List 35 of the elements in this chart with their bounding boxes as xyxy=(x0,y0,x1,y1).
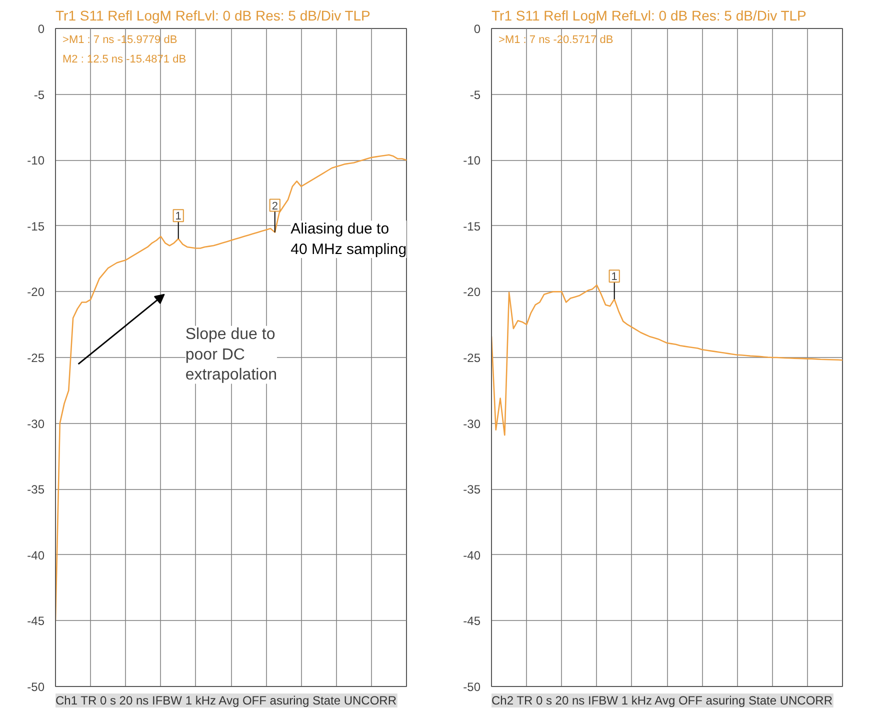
y-tick-label: -50 xyxy=(463,680,481,694)
y-tick-label: 0 xyxy=(38,22,45,36)
y-tick-label: 0 xyxy=(474,22,481,36)
annotation: >M1 : 7 ns -15.9779 dB xyxy=(62,34,178,46)
y-tick-label: -15 xyxy=(27,219,45,234)
y-tick-label: -5 xyxy=(470,88,481,102)
y-tick-label: -35 xyxy=(463,482,481,497)
annotation: 1 xyxy=(175,210,182,223)
y-tick-label: -30 xyxy=(27,416,45,431)
y-tick-label: -20 xyxy=(463,285,481,300)
y-tick-label: -45 xyxy=(463,614,481,628)
y-tick-label: -30 xyxy=(463,416,481,431)
y-tick-label: -20 xyxy=(27,285,45,300)
annotation: Slope due to poor DC extrapolation xyxy=(185,326,277,384)
y-tick-label: -50 xyxy=(27,680,45,694)
y-tick-label: -10 xyxy=(463,154,481,168)
annotation: Aliasing due to 40 MHz sampling xyxy=(290,220,407,258)
y-tick-label: -10 xyxy=(27,154,45,168)
y-tick-label: -25 xyxy=(27,351,45,365)
line-series xyxy=(492,284,842,436)
y-tick-label: -45 xyxy=(27,614,45,628)
y-tick-label: -40 xyxy=(27,548,45,562)
annotation: >M1 : 7 ns -20.5717 dB xyxy=(498,34,614,46)
text: Ch2 TR 0 s 20 ns IFBW 1 kHz Avg OFF asuring State UNCORR xyxy=(492,694,833,708)
annotation: M2 : 12.5 ns -15.4871 dB xyxy=(62,54,186,66)
annotation: 2 xyxy=(272,200,278,212)
y-tick-label: -5 xyxy=(34,88,45,102)
y-tick-label: -15 xyxy=(463,219,481,234)
y-tick-label: -35 xyxy=(27,482,45,497)
y-tick-label: -40 xyxy=(463,548,481,562)
text: Ch1 TR 0 s 20 ns IFBW 1 kHz Avg OFF asuring State UNCORR xyxy=(56,694,397,708)
chart-title: Tr1 S11 Refl LogM RefLvl: 0 dB Res: 5 dB/Div TLP xyxy=(492,8,806,24)
y-tick-label: -25 xyxy=(463,351,481,365)
chart-title: Tr1 S11 Refl LogM RefLvl: 0 dB Res: 5 dB/Div TLP xyxy=(56,8,370,24)
annotation: 1 xyxy=(611,271,618,284)
